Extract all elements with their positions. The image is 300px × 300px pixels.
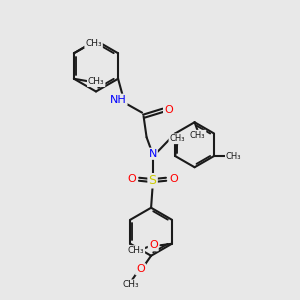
- Text: CH₃: CH₃: [226, 152, 241, 160]
- Text: O: O: [127, 174, 136, 184]
- Text: O: O: [164, 105, 173, 115]
- Text: CH₃: CH₃: [88, 77, 104, 86]
- Text: CH₃: CH₃: [190, 131, 206, 140]
- Text: S: S: [148, 174, 157, 187]
- Text: O: O: [136, 264, 145, 274]
- Text: CH₃: CH₃: [169, 134, 185, 143]
- Text: CH₃: CH₃: [128, 246, 144, 255]
- Text: CH₃: CH₃: [85, 39, 102, 48]
- Text: O: O: [169, 174, 178, 184]
- Text: NH: NH: [110, 95, 127, 105]
- Text: O: O: [149, 240, 158, 250]
- Text: N: N: [148, 149, 157, 159]
- Text: CH₃: CH₃: [123, 280, 139, 289]
